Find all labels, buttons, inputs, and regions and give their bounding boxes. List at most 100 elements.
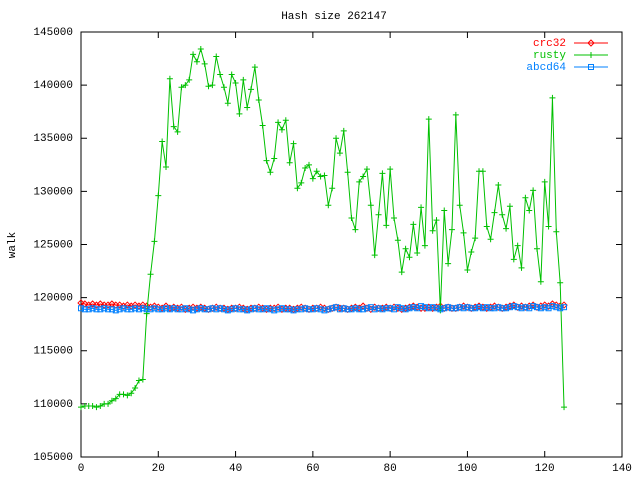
point bbox=[429, 227, 436, 234]
point bbox=[340, 127, 347, 134]
point bbox=[429, 304, 436, 311]
point bbox=[356, 178, 363, 185]
point bbox=[522, 304, 529, 311]
point bbox=[437, 306, 444, 313]
point bbox=[313, 305, 320, 312]
point bbox=[425, 116, 432, 123]
point bbox=[224, 100, 231, 107]
point bbox=[115, 301, 124, 309]
point bbox=[255, 97, 262, 103]
point bbox=[499, 305, 506, 312]
point bbox=[271, 155, 278, 162]
point bbox=[537, 278, 544, 285]
point bbox=[244, 307, 251, 314]
point bbox=[433, 305, 440, 312]
point bbox=[363, 305, 370, 312]
x-tick-label: 140 bbox=[612, 463, 632, 475]
point bbox=[89, 403, 96, 409]
point bbox=[398, 305, 405, 312]
point bbox=[317, 306, 324, 313]
point bbox=[510, 303, 517, 310]
point bbox=[120, 391, 127, 398]
legend-label: abcd64 bbox=[526, 62, 566, 74]
point bbox=[178, 306, 185, 313]
point bbox=[387, 305, 394, 312]
point bbox=[155, 192, 162, 199]
point bbox=[236, 110, 243, 117]
point bbox=[406, 254, 413, 261]
point bbox=[116, 306, 123, 313]
point bbox=[278, 305, 285, 312]
point bbox=[425, 305, 432, 312]
point bbox=[193, 306, 200, 313]
point bbox=[182, 82, 189, 89]
point bbox=[197, 305, 204, 312]
point bbox=[132, 305, 139, 312]
point bbox=[383, 305, 390, 312]
point bbox=[108, 306, 115, 313]
point bbox=[506, 304, 513, 311]
point bbox=[387, 166, 394, 173]
point bbox=[557, 279, 564, 286]
point bbox=[220, 84, 227, 91]
point bbox=[541, 178, 548, 185]
point bbox=[128, 390, 135, 397]
point bbox=[132, 384, 139, 391]
point bbox=[371, 252, 378, 259]
legend-label: rusty bbox=[533, 50, 566, 62]
point bbox=[445, 260, 452, 267]
series-line bbox=[80, 47, 565, 408]
point bbox=[491, 305, 498, 312]
point bbox=[325, 306, 332, 313]
point bbox=[441, 305, 448, 312]
point bbox=[267, 169, 274, 176]
point bbox=[487, 236, 494, 243]
point bbox=[560, 301, 568, 309]
point bbox=[530, 303, 537, 310]
point bbox=[236, 306, 243, 313]
point bbox=[97, 403, 104, 409]
point bbox=[305, 161, 312, 168]
point bbox=[271, 307, 278, 314]
point bbox=[375, 211, 382, 218]
point bbox=[487, 305, 494, 312]
point bbox=[557, 305, 564, 312]
point bbox=[232, 80, 239, 86]
point bbox=[548, 300, 557, 308]
point bbox=[545, 223, 552, 230]
point bbox=[452, 305, 459, 312]
point bbox=[232, 305, 239, 312]
point bbox=[317, 173, 324, 180]
point bbox=[383, 222, 390, 229]
point bbox=[510, 256, 517, 263]
point bbox=[201, 60, 208, 67]
point bbox=[182, 305, 189, 312]
point bbox=[139, 305, 146, 312]
point bbox=[174, 306, 181, 313]
point bbox=[448, 305, 455, 312]
point bbox=[282, 306, 289, 313]
point bbox=[255, 306, 262, 313]
point bbox=[561, 304, 568, 311]
point bbox=[333, 135, 340, 142]
legend-marker bbox=[587, 39, 595, 47]
point bbox=[78, 305, 84, 312]
point bbox=[472, 305, 479, 312]
point bbox=[309, 175, 316, 182]
point bbox=[340, 305, 347, 312]
point bbox=[472, 235, 479, 242]
point bbox=[244, 104, 251, 111]
point bbox=[379, 306, 386, 313]
point bbox=[344, 306, 351, 313]
point bbox=[278, 126, 285, 133]
point bbox=[360, 306, 367, 313]
point bbox=[518, 305, 525, 312]
point bbox=[298, 179, 305, 186]
point bbox=[499, 211, 506, 218]
point bbox=[329, 305, 336, 312]
point bbox=[398, 269, 405, 276]
point bbox=[123, 301, 132, 309]
point bbox=[163, 305, 170, 312]
point bbox=[78, 404, 84, 411]
